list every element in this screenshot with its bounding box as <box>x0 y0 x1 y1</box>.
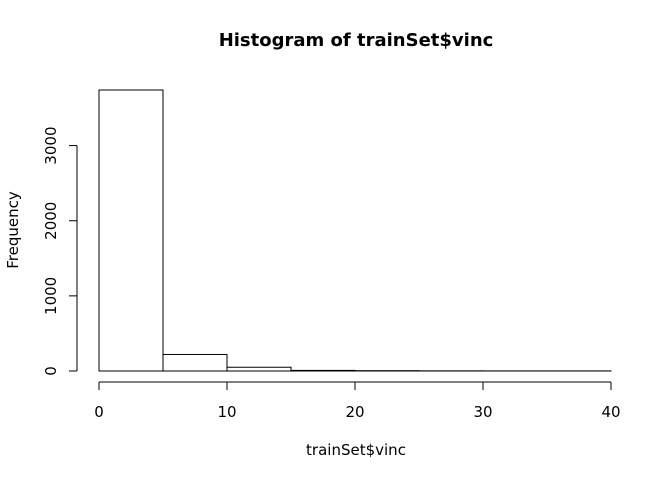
histogram-bar-1 <box>162 353 228 372</box>
y-axis-label: Frequency <box>4 191 22 269</box>
histogram-bar-3 <box>290 369 356 372</box>
y-tick-label-0: 0 <box>42 366 60 376</box>
x-tick-label-3: 30 <box>473 403 492 421</box>
x-tick-label-2: 20 <box>345 403 364 421</box>
histogram-bar-0 <box>98 89 164 372</box>
x-tick-label-4: 40 <box>601 403 620 421</box>
x-tick-label-1: 10 <box>217 403 236 421</box>
x-axis-label: trainSet$vinc <box>306 441 406 459</box>
x-axis: 0 10 20 30 40 <box>94 381 621 421</box>
histogram-bars <box>98 89 612 372</box>
x-tick-label-0: 0 <box>94 403 104 421</box>
chart-title: Histogram of trainSet$vinc <box>219 30 494 51</box>
histogram-bar-2 <box>226 366 292 372</box>
y-tick-label-2: 2000 <box>42 202 60 240</box>
y-tick-label-3: 3000 <box>42 127 60 165</box>
y-axis: 0 1000 2000 3000 <box>42 127 78 376</box>
y-tick-label-1: 1000 <box>42 277 60 315</box>
